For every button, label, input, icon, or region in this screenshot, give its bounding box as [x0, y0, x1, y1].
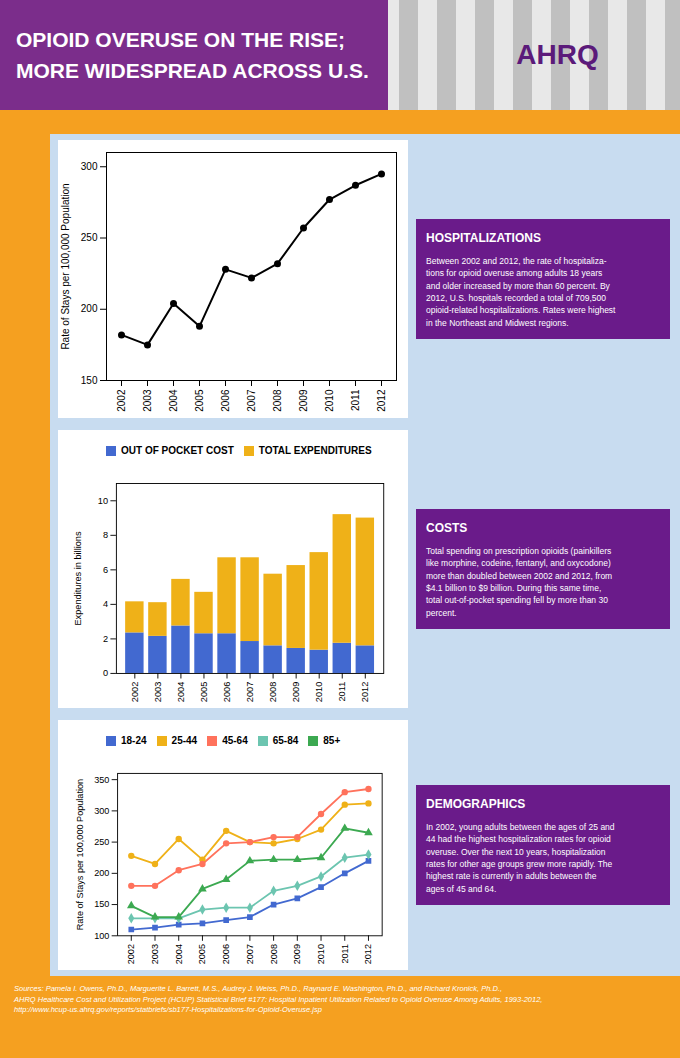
svg-text:2008: 2008 [268, 682, 278, 702]
svg-text:2006: 2006 [222, 682, 232, 702]
svg-text:2: 2 [103, 634, 108, 644]
svg-text:300: 300 [81, 161, 98, 172]
svg-text:2003: 2003 [153, 682, 163, 702]
svg-text:Rate of Stays per 100,000 Popu: Rate of Stays per 100,000 Population [75, 779, 85, 930]
svg-text:0: 0 [103, 668, 108, 678]
svg-text:10: 10 [98, 496, 108, 506]
svg-text:250: 250 [81, 232, 98, 243]
html-text:65-84: 65-84 [272, 735, 299, 746]
svg-text:2012: 2012 [363, 944, 373, 964]
svg-text:2003: 2003 [150, 944, 160, 964]
svg-text:2007: 2007 [245, 944, 255, 964]
svg-text:2009: 2009 [298, 389, 309, 412]
html-text:Between 2002 and 2012, the rat: Between 2002 and 2012, the rate of hospi… [426, 256, 616, 328]
svg-text:2003: 2003 [142, 389, 153, 412]
svg-text:2008: 2008 [272, 389, 283, 412]
svg-text:150: 150 [81, 375, 98, 386]
svg-text:150: 150 [94, 899, 109, 909]
svg-text:2002: 2002 [116, 389, 127, 412]
html-text:DEMOGRAPHICS: DEMOGRAPHICS [426, 797, 526, 812]
html-text:HOSPITALIZATIONS: HOSPITALIZATIONS [426, 231, 541, 246]
svg-text:100: 100 [94, 931, 109, 941]
html-text:Sources: Pamela I. Owens, Ph.D: Sources: Pamela I. Owens, Ph.D., Marguer… [14, 984, 543, 1014]
html-text:OPIOID OVERUSE ON THE RISE;: OPIOID OVERUSE ON THE RISE; [16, 27, 346, 51]
html-text:18-24: 18-24 [121, 735, 147, 746]
svg-text:2005: 2005 [197, 944, 207, 964]
svg-text:2002: 2002 [126, 944, 136, 964]
svg-text:350: 350 [94, 775, 109, 785]
svg-text:2009: 2009 [291, 682, 301, 702]
svg-text:2008: 2008 [269, 944, 279, 964]
svg-text:2010: 2010 [324, 389, 335, 412]
svg-text:2009: 2009 [292, 944, 302, 964]
svg-text:2007: 2007 [245, 682, 255, 702]
svg-text:2007: 2007 [246, 389, 257, 412]
html-text:AHRQ: AHRQ [516, 39, 599, 70]
svg-text:2010: 2010 [316, 944, 326, 964]
svg-text:2005: 2005 [199, 682, 209, 702]
svg-text:2006: 2006 [221, 944, 231, 964]
svg-text:2012: 2012 [360, 682, 370, 702]
svg-text:2006: 2006 [220, 389, 231, 412]
svg-text:2004: 2004 [168, 389, 179, 412]
svg-text:200: 200 [94, 868, 109, 878]
html-text:Total spending on prescription: Total spending on prescription opioids (… [426, 546, 613, 618]
html-text:OUT OF POCKET COST: OUT OF POCKET COST [121, 445, 234, 456]
svg-text:2011: 2011 [340, 944, 350, 964]
html-text:45-64: 45-64 [222, 735, 248, 746]
html-text:85+: 85+ [323, 735, 341, 746]
svg-text:2010: 2010 [314, 682, 324, 702]
svg-text:250: 250 [94, 837, 109, 847]
svg-text:2004: 2004 [176, 682, 186, 702]
svg-text:2011: 2011 [337, 682, 347, 702]
svg-text:Rate of Stays per 100,000 Popu: Rate of Stays per 100,000 Population [60, 183, 71, 349]
svg-text:6: 6 [103, 565, 108, 575]
svg-text:2002: 2002 [130, 682, 140, 702]
html-text:MORE WIDESPREAD ACROSS U.S.: MORE WIDESPREAD ACROSS U.S. [16, 59, 369, 82]
svg-text:2012: 2012 [376, 389, 387, 412]
svg-text:2011: 2011 [350, 389, 361, 411]
svg-text:4: 4 [103, 599, 108, 609]
html-text:In 2002, young adults between: In 2002, young adults between the ages o… [426, 822, 615, 894]
svg-text:2004: 2004 [174, 944, 184, 964]
svg-text:2005: 2005 [194, 389, 205, 412]
html-text:TOTAL EXPENDITURES: TOTAL EXPENDITURES [258, 445, 372, 456]
html-text:25-44: 25-44 [171, 735, 198, 746]
svg-text:Expenditures in billions: Expenditures in billions [73, 531, 83, 626]
html-text:COSTS: COSTS [426, 521, 468, 536]
svg-text:200: 200 [81, 303, 98, 314]
svg-text:8: 8 [103, 530, 108, 540]
svg-text:300: 300 [94, 806, 109, 816]
